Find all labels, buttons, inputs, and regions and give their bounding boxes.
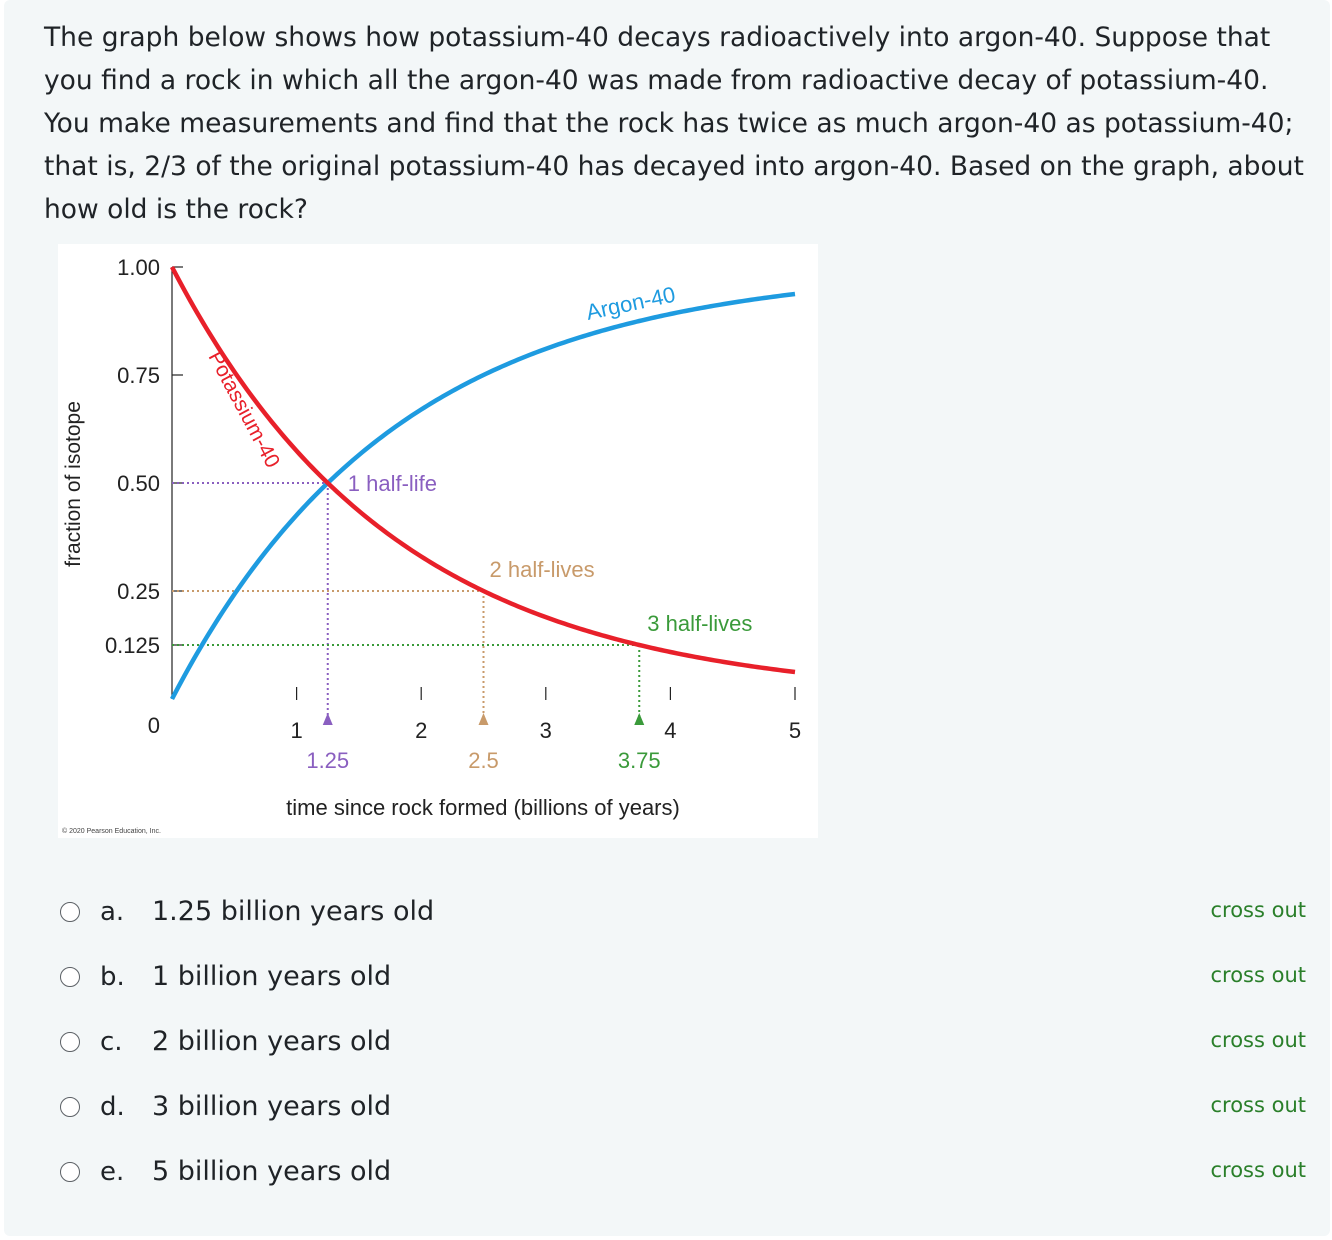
cross-out-link[interactable]: cross out xyxy=(1210,898,1306,922)
option-c[interactable]: c. 2 billion years old cross out xyxy=(60,1020,1320,1070)
option-text: 1 billion years old xyxy=(152,961,392,992)
x-tick-label: 4 xyxy=(664,718,676,743)
y-axis-title: fraction of isotope xyxy=(62,401,85,567)
option-letter: e. xyxy=(100,1157,125,1187)
copyright-credit: © 2020 Pearson Education, Inc. xyxy=(62,827,161,835)
x-tick-label: 5 xyxy=(789,718,801,743)
half-life-label: 1 half-life xyxy=(348,471,437,496)
y-tick-label: 0.50 xyxy=(117,471,160,496)
half-life-arrow-icon xyxy=(634,713,645,725)
option-text: 2 billion years old xyxy=(152,1026,392,1057)
half-life-arrow-icon xyxy=(322,713,333,725)
option-e[interactable]: e. 5 billion years old cross out xyxy=(60,1150,1320,1200)
y-tick-label: 0.75 xyxy=(117,363,160,388)
potassium-40-label: Potassium-40 xyxy=(204,348,285,472)
x-axis-title: time since rock formed (billions of year… xyxy=(286,795,680,820)
half-life-arrow-icon xyxy=(478,713,489,725)
half-life-x-label: 3.75 xyxy=(618,748,661,773)
decay-chart-svg: 1.00 0.75 0.50 0.25 0.125 0 1 2 3 4 5 1.25 2.5 3.75 1 … xyxy=(62,255,801,835)
question-card: The graph below shows how potassium-40 d… xyxy=(4,0,1330,1236)
cross-out-link[interactable]: cross out xyxy=(1210,1158,1306,1182)
radio-button[interactable] xyxy=(60,1162,80,1182)
option-letter: c. xyxy=(100,1027,123,1057)
cross-out-link[interactable]: cross out xyxy=(1210,1028,1306,1052)
argon-40-curve xyxy=(170,291,796,701)
y-tick-label: 0.25 xyxy=(117,579,160,604)
radio-button[interactable] xyxy=(60,902,80,922)
y-tick-label: 0.125 xyxy=(105,633,160,658)
x-tick-label: 3 xyxy=(540,718,552,743)
question-text: The graph below shows how potassium-40 d… xyxy=(44,22,1304,225)
option-a[interactable]: a. 1.25 billion years old cross out xyxy=(60,890,1320,940)
radio-button[interactable] xyxy=(60,967,80,987)
half-life-x-label: 2.5 xyxy=(468,748,499,773)
half-life-label: 3 half-lives xyxy=(647,611,752,636)
potassium-40-curve xyxy=(170,265,796,675)
radio-button[interactable] xyxy=(60,1032,80,1052)
option-letter: d. xyxy=(100,1092,125,1122)
option-text: 3 billion years old xyxy=(152,1091,392,1122)
y-tick-label: 1.00 xyxy=(117,255,160,280)
cross-out-link[interactable]: cross out xyxy=(1210,1093,1306,1117)
option-b[interactable]: b. 1 billion years old cross out xyxy=(60,955,1320,1005)
option-text: 1.25 billion years old xyxy=(152,896,435,927)
radio-button[interactable] xyxy=(60,1097,80,1117)
argon-40-label: Argon-40 xyxy=(584,282,678,325)
decay-chart: 1.00 0.75 0.50 0.25 0.125 0 1 2 3 4 5 1.25 2.5 3.75 1 … xyxy=(58,244,818,838)
x-tick-label: 1 xyxy=(290,718,302,743)
option-d[interactable]: d. 3 billion years old cross out xyxy=(60,1085,1320,1135)
option-letter: b. xyxy=(100,962,125,992)
half-life-x-label: 1.25 xyxy=(306,748,349,773)
y-tick-label: 0 xyxy=(148,713,160,738)
half-life-label: 2 half-lives xyxy=(490,557,595,582)
option-letter: a. xyxy=(100,897,125,927)
x-tick-label: 2 xyxy=(415,718,427,743)
option-text: 5 billion years old xyxy=(152,1156,392,1187)
cross-out-link[interactable]: cross out xyxy=(1210,963,1306,987)
